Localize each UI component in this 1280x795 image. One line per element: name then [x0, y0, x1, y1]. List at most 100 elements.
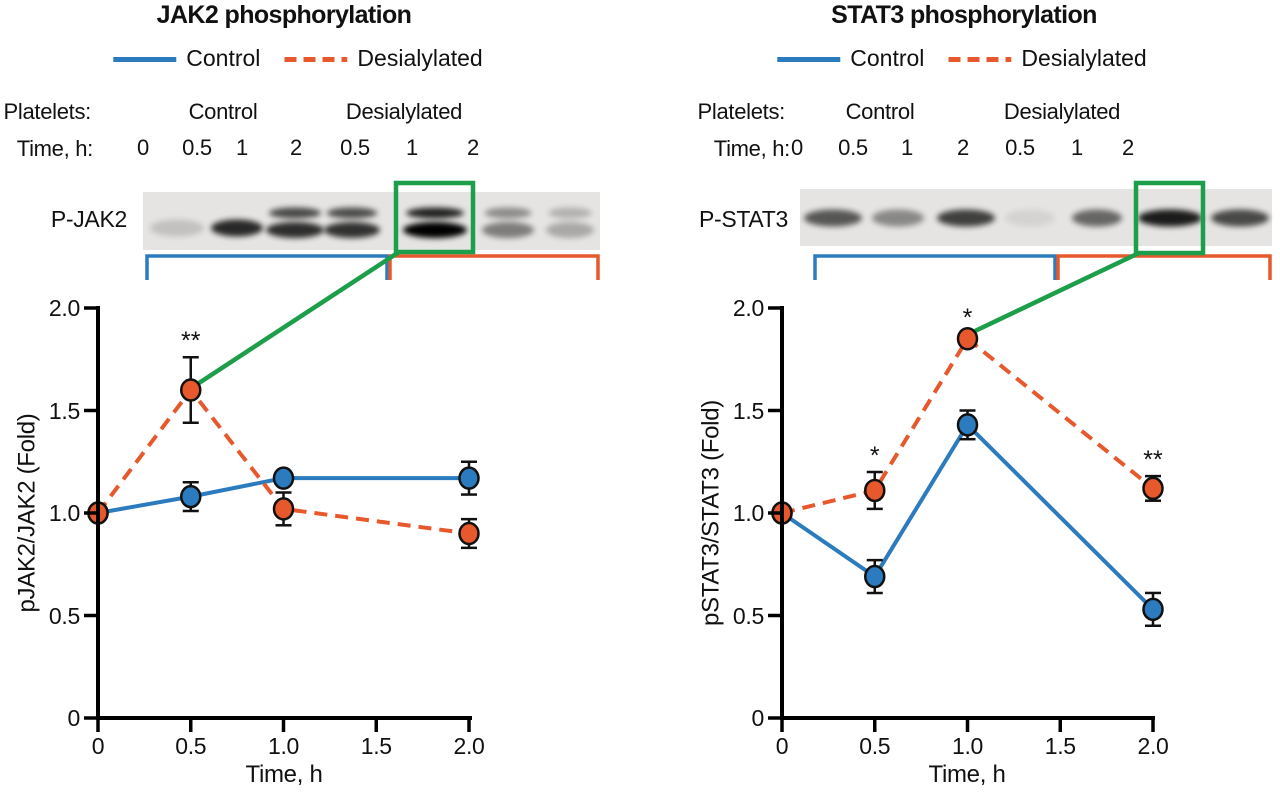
- blot-band: [1211, 209, 1269, 227]
- blot-band: [324, 222, 380, 238]
- blot-band: [266, 222, 324, 238]
- legend-jak2: Control Desialylated: [113, 45, 483, 72]
- blot-band: [406, 207, 464, 219]
- protein-label-pstat3: P-STAT3: [698, 206, 788, 232]
- blot-band: [482, 222, 534, 238]
- blot-band: [804, 209, 862, 227]
- y-tick-label: 1.5: [732, 397, 764, 424]
- legend-label-control: Control: [850, 45, 925, 71]
- control-marker: [458, 466, 480, 490]
- desialylated-marker: [1142, 476, 1164, 501]
- axis: [780, 306, 1155, 720]
- desialylated-marker: [458, 521, 480, 546]
- desialylated-bracket: [1056, 254, 1272, 280]
- lane-time-label: 2: [467, 135, 479, 160]
- x-tick-label: 0: [775, 733, 789, 759]
- panel-title-jak2: JAK2 phosphorylation: [156, 1, 412, 29]
- control-marker: [272, 466, 295, 490]
- blot-band: [211, 219, 263, 237]
- desialylated-line-swatch: [284, 57, 348, 62]
- panel-title-stat3: STAT3 phosphorylation: [831, 1, 1097, 29]
- highlight-connector: [197, 250, 401, 385]
- lane-time-label: 2: [957, 135, 969, 160]
- x-tick-label: 1.0: [267, 733, 300, 759]
- lane-time-label: 1: [1071, 135, 1083, 160]
- y-tick-label: 1.0: [732, 499, 764, 526]
- x-tick-label: 1.0: [951, 733, 984, 759]
- significance-star: *: [963, 304, 973, 332]
- highlight-box: [393, 180, 476, 255]
- blot-band: [1072, 209, 1122, 227]
- x-tick-label: 2.0: [1137, 733, 1169, 759]
- x-axis-label-jak2: Time, h: [245, 761, 323, 788]
- protein-label-pjak2: P-JAK2: [50, 206, 127, 232]
- blot-band: [268, 207, 322, 219]
- control-line: [97, 476, 469, 515]
- highlight-connector: [974, 250, 1140, 334]
- control-bracket: [813, 254, 1057, 280]
- x-axis-label-stat3: Time, h: [928, 761, 1006, 788]
- control-marker: [956, 413, 979, 437]
- lane-time-label: 0.5: [340, 135, 370, 160]
- y-tick-label: 0.5: [732, 602, 764, 629]
- significance-star: *: [870, 442, 880, 470]
- lane-time-label: 2: [1122, 135, 1134, 160]
- significance-star: **: [181, 327, 201, 355]
- control-line-swatch: [777, 57, 841, 62]
- blot-band: [937, 209, 995, 227]
- lane-time-label: 0: [791, 135, 803, 160]
- blot-band: [1005, 209, 1055, 227]
- desialylated-marker: [956, 327, 979, 351]
- y-axis-label-jak2: pJAK2/JAK2 (Fold): [13, 413, 41, 613]
- x-tick-label: 1.5: [1044, 733, 1076, 759]
- blot-band: [403, 222, 467, 238]
- x-tick-label: 0: [91, 733, 105, 759]
- axis: [96, 306, 472, 720]
- control-bracket: [145, 254, 389, 280]
- control-marker: [1142, 597, 1164, 622]
- lane-time-label: 1: [901, 135, 913, 160]
- control-marker: [864, 564, 886, 589]
- x-tick-label: 0.5: [175, 733, 207, 759]
- lane-time-label: 1: [236, 135, 248, 160]
- desialylated-marker: [272, 497, 295, 521]
- group-label-control: Control: [845, 99, 915, 124]
- time-row-label: Time, h:: [16, 136, 94, 161]
- desialylated-line-swatch: [948, 57, 1012, 62]
- group-label-desialylated: Desialylated: [1003, 99, 1121, 124]
- group-label-desialylated: Desialylated: [345, 99, 463, 124]
- significance-star: **: [1143, 446, 1163, 474]
- highlight-box: [1133, 180, 1206, 256]
- x-tick-label: 2.0: [453, 733, 485, 759]
- blot-band: [548, 207, 592, 219]
- blot-band: [1138, 209, 1202, 227]
- time-row-label: Time, h:: [713, 136, 791, 161]
- desialylated-marker: [864, 478, 886, 503]
- x-tick-label: 0.5: [859, 733, 891, 759]
- western-blot: [143, 192, 600, 250]
- lane-time-label: 0.5: [838, 135, 868, 160]
- blot-band: [872, 209, 924, 227]
- y-tick-label: 1.5: [48, 397, 80, 424]
- desialylated-bracket: [388, 254, 600, 280]
- legend-label-control: Control: [186, 45, 261, 71]
- control-marker: [180, 484, 202, 509]
- control-line: [780, 421, 1155, 611]
- blot-band: [546, 222, 594, 238]
- platelets-row-label: Platelets:: [697, 99, 786, 124]
- lane-time-label: 1: [406, 135, 418, 160]
- y-tick-label: 2.0: [48, 294, 80, 321]
- x-tick-label: 1.5: [360, 733, 392, 759]
- platelets-row-label: Platelets:: [3, 99, 92, 124]
- lane-time-label: 0.5: [182, 135, 212, 160]
- legend-label-desialylated: Desialylated: [357, 45, 483, 71]
- control-line-swatch: [113, 57, 177, 62]
- y-axis-label-stat3: pSTAT3/STAT3 (Fold): [697, 400, 725, 626]
- y-tick-label: 1.0: [48, 499, 80, 526]
- lane-time-label: 0: [137, 135, 149, 160]
- legend-stat3: Control Desialylated: [777, 45, 1147, 72]
- y-tick-label: 0: [67, 704, 81, 731]
- y-tick-label: 2.0: [732, 294, 764, 321]
